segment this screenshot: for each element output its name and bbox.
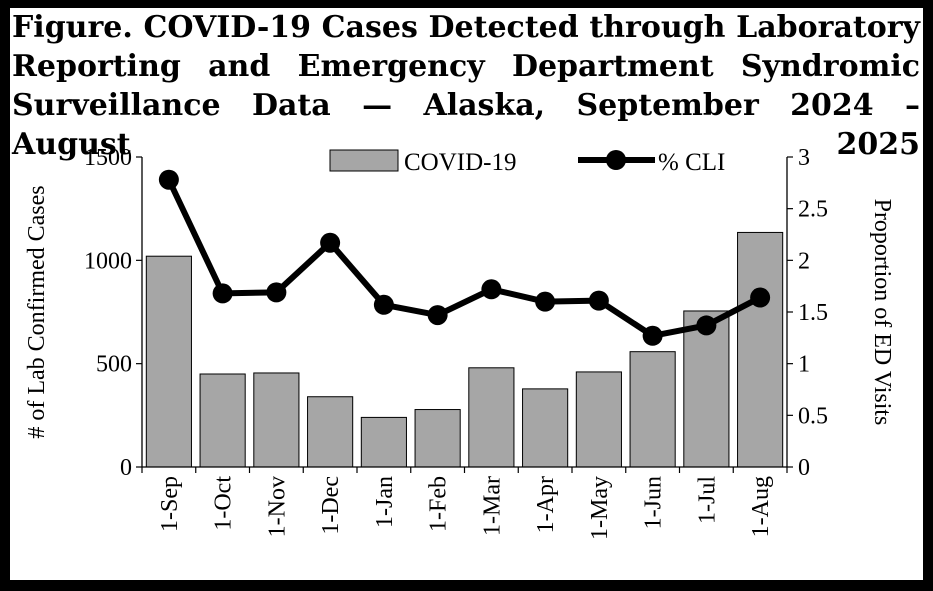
x-tick-label: 1-Mar (479, 476, 505, 536)
cli-point-1-dec (320, 232, 341, 253)
cli-point-1-feb (427, 305, 448, 326)
legend-line-label: % CLI (658, 149, 725, 176)
bar-1-sep (145, 255, 192, 468)
right-tick-label: 3 (798, 145, 810, 171)
right-tick-label: 0.5 (798, 403, 828, 429)
cli-point-1-mar (481, 279, 502, 300)
cli-point-1-jul (696, 315, 717, 336)
x-tick-label: 1-Jan (372, 476, 398, 528)
y-axis-title: # of Lab Confirmed Cases (24, 185, 50, 438)
bar-1-jun (629, 351, 676, 468)
cli-point-1-jun (642, 325, 663, 346)
bar-1-dec (307, 396, 354, 468)
right-tick-label: 1.5 (798, 300, 828, 326)
right-tick-label: 2.5 (798, 197, 828, 223)
title-line-3: Surveillance Data — Alaska, September 20… (12, 88, 920, 162)
right-tick-label: 2 (798, 248, 810, 274)
right-tick-label: 1 (798, 352, 810, 378)
cli-point-1-nov (266, 282, 287, 303)
title-line-1: Figure. COVID-19 Cases Detected through … (12, 10, 920, 45)
figure-title: Figure. COVID-19 Cases Detected through … (12, 8, 920, 164)
cli-point-1-sep (158, 169, 179, 190)
cli-point-1-aug (750, 287, 771, 308)
y2-axis-title: Proportion of ED Visits (869, 199, 895, 426)
title-line-2: Reporting and Emergency Department Syndr… (12, 49, 920, 84)
x-tick-label: 1-Sep (157, 476, 183, 532)
legend-line-marker (606, 150, 626, 170)
bar-1-jul (683, 310, 730, 468)
x-tick-label: 1-Apr (533, 476, 559, 533)
left-tick-label: 1500 (84, 145, 132, 171)
x-tick-label: 1-Jun (641, 476, 667, 529)
x-tick-label: 1-Jul (694, 476, 720, 524)
right-tick-label: 0 (798, 455, 810, 481)
cli-point-1-may (588, 290, 609, 311)
legend-bar-swatch (329, 149, 399, 172)
left-tick-label: 0 (120, 455, 132, 481)
left-tick-label: 1000 (84, 248, 132, 274)
x-tick-label: 1-Nov (264, 476, 290, 537)
cli-point-1-apr (535, 291, 556, 312)
legend-bar-label: COVID-19 (404, 149, 517, 176)
cli-line (166, 178, 762, 339)
x-tick-label: 1-Oct (211, 476, 237, 531)
x-tick-label: 1-Dec (318, 476, 344, 535)
x-tick-label: 1-Feb (426, 476, 452, 532)
bar-1-oct (199, 373, 246, 468)
bar-1-jan (360, 416, 407, 468)
bar-1-nov (253, 372, 300, 468)
bar-1-mar (468, 367, 515, 468)
cli-point-1-oct (212, 283, 233, 304)
bar-1-may (575, 371, 622, 468)
left-tick-label: 500 (96, 352, 132, 378)
bar-1-feb (414, 409, 461, 468)
x-tick-label: 1-Aug (748, 476, 774, 537)
x-tick-label: 1-May (587, 476, 613, 540)
cli-point-1-jan (373, 294, 394, 315)
bar-1-aug (737, 231, 784, 468)
bar-1-apr (522, 388, 569, 468)
